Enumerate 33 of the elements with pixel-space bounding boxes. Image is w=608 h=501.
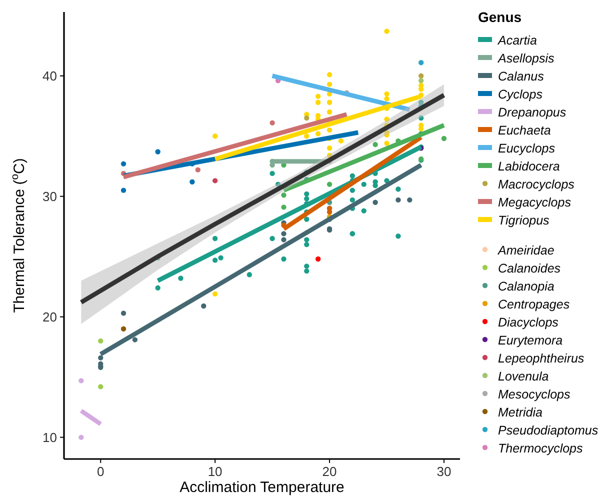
legend-label: Eurytemora — [498, 334, 563, 348]
legend-label: Diacyclops — [498, 316, 558, 330]
legend-label: Lovenula — [498, 370, 549, 384]
legend-label: Metridia — [498, 406, 543, 420]
x-tick-label: 0 — [97, 464, 104, 479]
legend-label: Pseudodiaptomus — [498, 424, 598, 438]
legend-label: Macrocyclops — [498, 178, 574, 192]
y-tick-label: 20 — [42, 309, 57, 324]
legend-label: Lepeophtheirus — [498, 352, 584, 366]
legend-title: Genus — [478, 9, 522, 25]
legend-label: Calanoides — [498, 262, 561, 276]
legend-label: Mesocyclops — [498, 388, 570, 402]
legend-label: Centropages — [498, 298, 570, 312]
x-tick-label: 20 — [322, 464, 337, 479]
y-tick-label: 10 — [42, 430, 57, 445]
legend-label: Calanopia — [498, 280, 554, 294]
legend-label: Acartia — [497, 34, 537, 48]
legend-label: Drepanopus — [498, 106, 566, 120]
legend-label: Megacyclops — [498, 196, 571, 210]
y-tick-label: 30 — [42, 188, 57, 204]
y-tick-label: 40 — [42, 68, 57, 84]
legend-label: Ameiridae — [497, 244, 554, 258]
legend-label: Euchaeta — [498, 124, 551, 138]
legend-label: Asellopsis — [497, 52, 554, 66]
x-tick-label: 10 — [208, 464, 222, 479]
legend-label: Thermocyclops — [498, 442, 583, 456]
legend-label: Calanus — [498, 70, 544, 84]
legend-label: Tigriopus — [498, 214, 550, 228]
legend-label: Eucyclops — [498, 142, 555, 156]
x-axis-title: Acclimation Temperature — [180, 479, 344, 496]
legend-label: Labidocera — [498, 160, 560, 174]
x-tick-label: 30 — [436, 464, 452, 479]
legend-label: Cyclops — [498, 88, 542, 102]
